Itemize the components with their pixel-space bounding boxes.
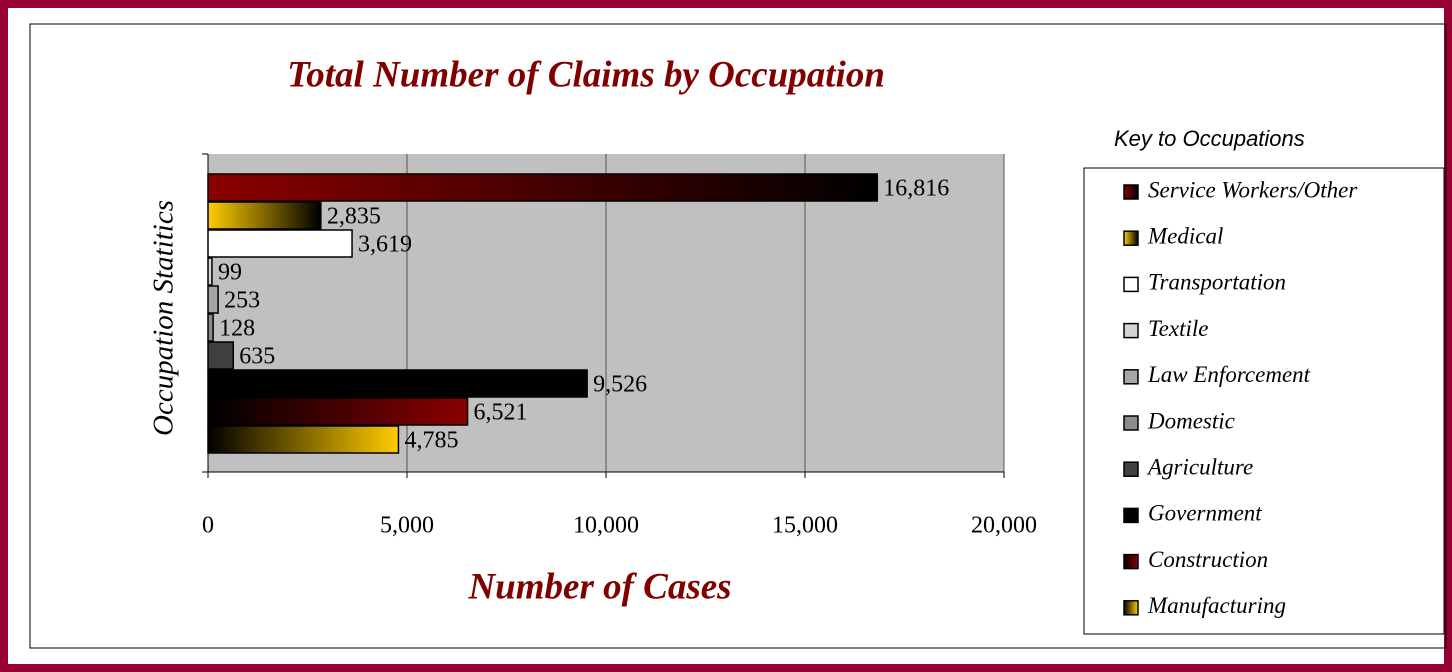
- value-label: 4,785: [404, 428, 458, 454]
- legend-label: Transportation: [1148, 270, 1286, 295]
- legend-label: Manufacturing: [1147, 593, 1286, 618]
- x-axis-title: Number of Cases: [467, 566, 731, 607]
- y-axis-title: Occupation Statitics: [148, 200, 180, 436]
- value-label: 3,619: [358, 232, 412, 258]
- value-label: 635: [239, 344, 275, 370]
- legend-label: Service Workers/Other: [1148, 177, 1358, 202]
- panel-border: [29, 23, 1447, 649]
- bar: [207, 173, 879, 202]
- value-label: 9,526: [593, 372, 647, 398]
- x-tick-label: 0: [202, 513, 214, 539]
- bar: [207, 425, 400, 454]
- bar: [207, 257, 213, 286]
- legend-label: Law Enforcement: [1147, 362, 1311, 387]
- bar: [207, 369, 588, 398]
- legend-label: Domestic: [1147, 408, 1235, 433]
- legend-swatch: [1123, 461, 1139, 477]
- chart-title: Total Number of Claims by Occupation: [287, 54, 885, 95]
- bar: [207, 229, 353, 258]
- x-tick-label: 10,000: [573, 513, 639, 539]
- legend-swatch: [1123, 507, 1139, 524]
- legend-swatch: [1123, 369, 1139, 385]
- legend-box: [1083, 167, 1445, 635]
- legend-label: Government: [1148, 501, 1262, 526]
- legend-title: Key to Occupations: [1114, 126, 1305, 151]
- value-label: 128: [219, 316, 255, 342]
- x-tick-label: 20,000: [971, 513, 1037, 539]
- value-label: 16,816: [883, 176, 949, 202]
- bar: [207, 341, 235, 370]
- legend-label: Construction: [1148, 547, 1268, 572]
- x-tick-label: 15,000: [772, 513, 838, 539]
- legend-label: Agriculture: [1146, 454, 1253, 479]
- legend-swatch: [1123, 230, 1139, 246]
- value-label: 2,835: [327, 204, 381, 230]
- value-label: 99: [218, 260, 242, 286]
- legend-label: Medical: [1147, 223, 1223, 248]
- legend-label: Textile: [1148, 316, 1208, 341]
- legend-swatch: [1123, 322, 1139, 339]
- value-label: 6,521: [474, 400, 528, 426]
- legend-swatch: [1123, 184, 1139, 200]
- legend-swatch: [1123, 553, 1139, 570]
- x-tick-label: 5,000: [380, 513, 434, 539]
- bar: [207, 201, 322, 230]
- legend-swatch: [1123, 276, 1139, 293]
- value-label: 253: [224, 288, 260, 314]
- bar: [207, 397, 469, 426]
- legend-swatch: [1123, 415, 1139, 431]
- legend-swatch: [1123, 600, 1139, 616]
- bar: [207, 285, 219, 314]
- bar: [207, 313, 214, 342]
